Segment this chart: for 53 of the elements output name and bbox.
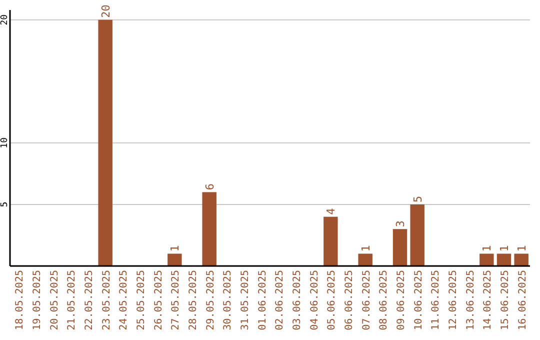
x-tick-label: 06.06.2025 xyxy=(344,270,355,330)
x-tick-label: 08.06.2025 xyxy=(378,270,390,330)
data-label: 20 xyxy=(99,4,112,18)
bar xyxy=(392,229,408,266)
x-tick-label: 05.06.2025 xyxy=(326,270,338,330)
y-tick-label: 5 xyxy=(0,202,10,208)
data-label: 5 xyxy=(411,196,424,202)
x-tick-label: 12.06.2025 xyxy=(448,270,459,330)
data-label: 4 xyxy=(324,208,338,215)
x-tick-label: 15.06.2025 xyxy=(500,270,511,330)
x-tick-label: 21.05.2025 xyxy=(66,270,78,330)
x-tick-label: 18.05.2025 xyxy=(14,270,26,330)
x-tick-label: 01.06.2025 xyxy=(257,270,268,330)
x-tick-label: 14.06.2025 xyxy=(482,270,494,330)
data-label: 6 xyxy=(203,184,216,190)
x-tick-label: 11.06.2025 xyxy=(430,270,442,330)
bar xyxy=(410,204,424,266)
bar xyxy=(98,20,112,266)
x-tick-label: 23.05.2025 xyxy=(101,270,112,330)
bar xyxy=(358,254,372,266)
data-label: 3 xyxy=(394,220,407,228)
data-label: 1 xyxy=(480,245,494,252)
bar xyxy=(496,254,512,266)
x-tick-label: 27.05.2025 xyxy=(170,270,182,330)
x-tick-label: 07.06.2025 xyxy=(361,270,372,330)
x-tick-label: 31.05.2025 xyxy=(240,270,251,330)
x-tick-label: 02.06.2025 xyxy=(274,270,286,330)
y-tick-label: 10 xyxy=(0,138,10,148)
data-label: 1 xyxy=(359,245,372,252)
bar xyxy=(202,192,216,266)
x-tick-label: 04.06.2025 xyxy=(309,270,320,330)
bar xyxy=(514,254,528,266)
x-tick-label: 20.05.2025 xyxy=(49,270,60,330)
bar xyxy=(168,254,182,266)
bar xyxy=(480,254,494,266)
x-tick-label: 09.06.2025 xyxy=(396,270,407,330)
x-tick-label: 22.05.2025 xyxy=(84,270,95,330)
x-tick-label: 28.05.2025 xyxy=(188,270,199,330)
y-tick-label: 20 xyxy=(0,14,10,26)
x-tick-label: 03.06.2025 xyxy=(292,270,303,330)
x-tick-label: 29.05.2025 xyxy=(205,270,216,330)
bar xyxy=(324,216,338,266)
x-tick-label: 25.05.2025 xyxy=(136,270,147,330)
x-tick-label: 16.06.2025 xyxy=(517,270,528,330)
x-tick-label: 30.05.2025 xyxy=(222,270,234,330)
data-label: 1 xyxy=(498,245,511,252)
x-tick-label: 26.05.2025 xyxy=(153,270,164,330)
x-tick-label: 24.05.2025 xyxy=(118,270,130,330)
x-tick-label: 10.06.2025 xyxy=(413,270,424,330)
x-tick-label: 13.06.2025 xyxy=(465,270,476,330)
data-label: 1 xyxy=(168,245,182,252)
data-label: 1 xyxy=(515,245,528,252)
x-tick-label: 19.05.2025 xyxy=(32,270,43,330)
